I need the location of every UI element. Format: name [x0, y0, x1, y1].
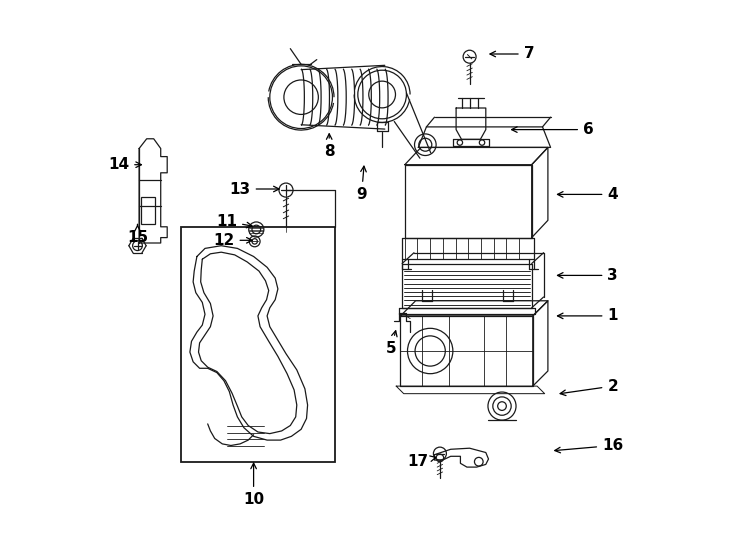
Text: 5: 5 — [386, 330, 397, 356]
Bar — [141, 197, 155, 224]
Text: 4: 4 — [558, 187, 618, 202]
Text: 15: 15 — [127, 225, 148, 245]
Text: 16: 16 — [555, 438, 623, 453]
Text: 12: 12 — [214, 233, 252, 248]
Text: 1: 1 — [558, 308, 618, 323]
Text: 10: 10 — [243, 463, 264, 507]
Text: 17: 17 — [408, 454, 436, 469]
Text: 6: 6 — [512, 122, 594, 137]
Text: 8: 8 — [324, 134, 335, 159]
Bar — [181, 227, 335, 462]
Text: 7: 7 — [490, 46, 534, 62]
Text: 13: 13 — [230, 181, 279, 197]
Text: 9: 9 — [356, 166, 367, 202]
Text: 14: 14 — [108, 157, 142, 172]
Text: 11: 11 — [216, 214, 252, 229]
Text: 2: 2 — [560, 379, 618, 396]
Text: 3: 3 — [558, 268, 618, 283]
